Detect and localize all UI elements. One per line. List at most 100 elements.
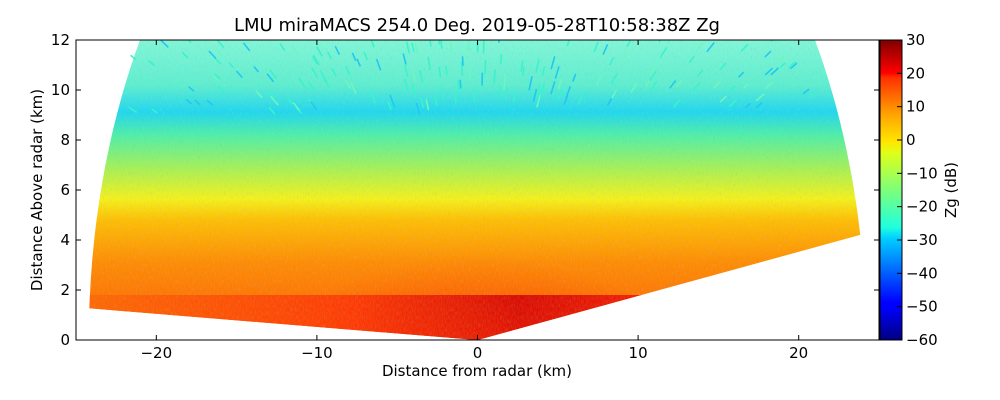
echo-streak: [540, 82, 546, 95]
x-tick-label: −10: [301, 344, 333, 362]
x-axis-label: Distance from radar (km): [382, 362, 572, 380]
echo-streak: [595, 75, 602, 86]
echo-streak: [402, 53, 407, 65]
y-tick-label: 8: [60, 131, 70, 149]
echo-streak: [727, 84, 736, 94]
echo-streak: [764, 50, 772, 58]
echo-streak: [151, 108, 158, 114]
echo-streak: [310, 67, 319, 79]
colorbar-tick-label: −10: [906, 164, 938, 182]
echo-streak: [322, 77, 330, 88]
echo-streak: [389, 94, 396, 108]
x-tick-label: 0: [473, 344, 483, 362]
echo-streak: [322, 61, 328, 70]
y-tick-label: 0: [60, 331, 70, 349]
echo-streak: [608, 57, 615, 66]
echo-streak: [370, 92, 376, 104]
echo-streak: [706, 42, 715, 53]
colorbar-tick-label: 20: [906, 64, 925, 82]
echo-streak: [194, 99, 201, 106]
echo-streak: [363, 51, 369, 61]
echo-streak: [602, 43, 609, 55]
echo-streak: [356, 58, 362, 67]
colorbar-tick-label: −40: [906, 264, 938, 282]
echo-streak: [611, 89, 618, 99]
y-axis-label: Distance Above radar (km): [28, 89, 46, 291]
colorbar-tick-label: 30: [906, 31, 925, 49]
echo-streak: [520, 60, 524, 72]
echo-streak: [279, 43, 286, 51]
echo-streak: [344, 65, 351, 76]
x-tick-label: 20: [789, 344, 808, 362]
echo-streak: [737, 71, 745, 78]
echo-streak: [181, 51, 189, 59]
echo-streak: [214, 57, 222, 65]
echo-streak: [577, 92, 584, 105]
echo-streak: [610, 73, 618, 85]
echo-streak: [411, 82, 417, 97]
chart-title: LMU miraMACS 254.0 Deg. 2019-05-28T10:58…: [234, 15, 720, 36]
echo-streak: [425, 99, 430, 111]
echo-streak: [550, 81, 556, 95]
echo-streak: [292, 102, 300, 111]
echo-streak: [445, 65, 448, 75]
echo-streak: [499, 86, 502, 97]
echo-streak: [554, 66, 560, 79]
echo-streak: [755, 101, 763, 109]
echo-streak: [460, 61, 464, 76]
echo-streak: [242, 42, 251, 52]
echo-streak: [649, 64, 658, 77]
echo-streak: [160, 40, 169, 48]
echo-streak: [513, 91, 516, 102]
echo-streak: [807, 93, 815, 99]
echo-streak: [536, 95, 541, 108]
echo-streak: [787, 61, 797, 69]
colorbar-tick-label: −20: [906, 198, 938, 216]
echo-streak: [414, 43, 419, 55]
echo-streak: [185, 98, 193, 105]
echo-streak: [719, 95, 728, 103]
echo-streak: [208, 50, 217, 60]
echo-streak: [675, 80, 683, 88]
echo-streak: [740, 43, 749, 53]
echo-streak: [386, 100, 392, 111]
echo-streak: [235, 70, 243, 79]
echo-streak: [528, 76, 533, 91]
colorbar: 30 20 10 0 −10 −20 −30 −40 −50 −60: [879, 31, 938, 349]
echo-streak: [334, 45, 341, 56]
echo-streak: [728, 99, 738, 108]
echo-streak: [217, 85, 226, 95]
echo-streak: [266, 73, 275, 83]
echo-streak: [565, 86, 572, 99]
echo-streak: [269, 69, 278, 79]
echo-streak: [287, 97, 294, 105]
echo-streak: [331, 68, 338, 77]
echo-streak: [541, 66, 546, 77]
colorbar-scale: [879, 39, 903, 341]
echo-streak: [269, 91, 276, 99]
echo-streak: [535, 84, 541, 99]
echo-streak: [228, 62, 235, 69]
echo-streak: [742, 83, 749, 90]
echo-streak: [411, 42, 415, 52]
echo-streak: [649, 81, 658, 92]
echo-streak: [696, 69, 704, 78]
echo-streak: [297, 77, 306, 88]
echo-streak: [312, 55, 318, 65]
x-tick-label: 10: [629, 344, 648, 362]
echo-streak: [764, 67, 774, 76]
echo-streak: [550, 56, 556, 70]
echo-streak: [147, 59, 156, 67]
echo-streak: [441, 88, 445, 99]
echo-streak: [535, 59, 540, 74]
echo-streak: [130, 54, 137, 61]
echo-streak: [695, 42, 704, 53]
colorbar-tick-label: 0: [906, 131, 916, 149]
echo-streak: [411, 69, 416, 82]
colorbar-tick-label: 10: [906, 98, 925, 116]
echo-streak: [419, 69, 424, 83]
echo-streak: [666, 40, 671, 45]
echo-streak: [454, 91, 457, 104]
echo-streak: [215, 48, 223, 56]
